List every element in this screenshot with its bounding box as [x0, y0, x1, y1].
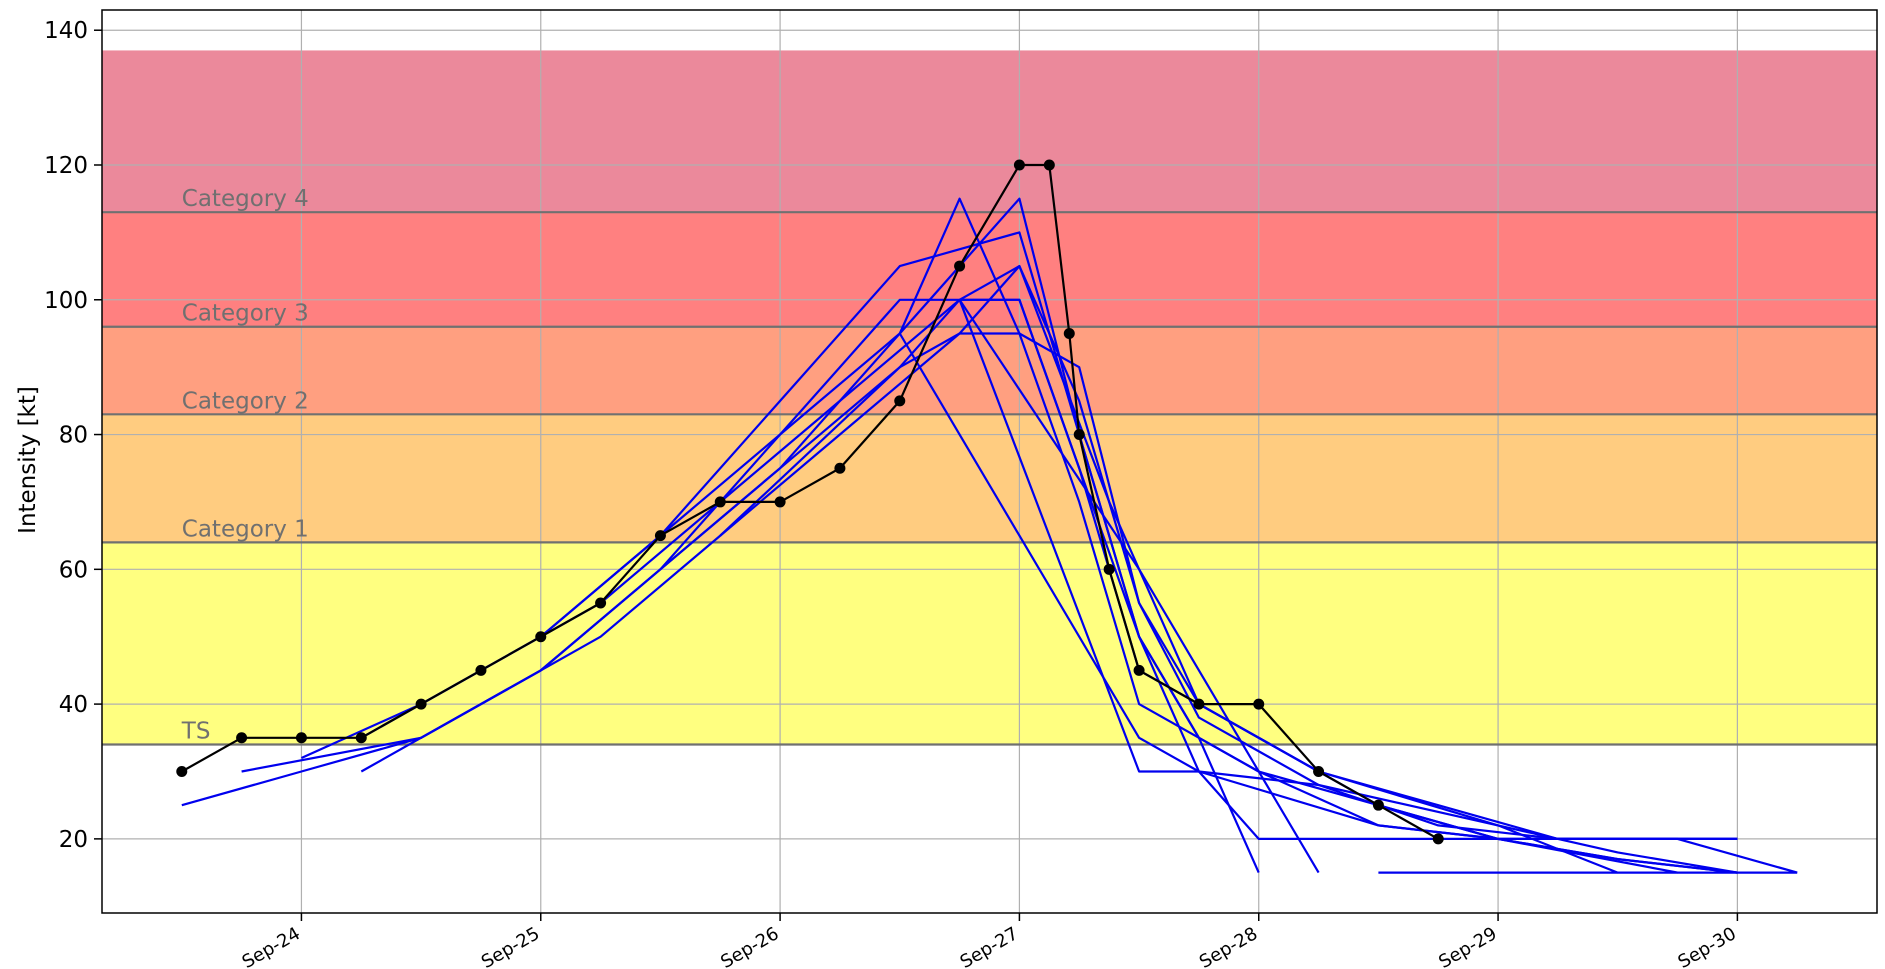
observed-point	[774, 496, 786, 508]
observed-point	[1043, 159, 1055, 171]
forecast-line	[958, 299, 1738, 874]
x-tick-label: Sep-30	[1675, 923, 1740, 969]
observed-point	[1253, 698, 1265, 710]
observed-point	[415, 698, 427, 710]
observed-point	[1103, 563, 1115, 575]
band-2	[102, 326, 1877, 415]
band-label: Category 2	[182, 388, 309, 414]
observed-point	[1063, 327, 1075, 339]
axes	[101, 9, 1878, 914]
observed-point	[954, 260, 966, 272]
grid-lines	[102, 10, 1877, 913]
threshold-lines	[102, 211, 1877, 746]
observed-point	[595, 597, 607, 609]
band-labels: TS Category 1 Category 2 Category 3 Category…	[181, 186, 309, 744]
band-label: Category 1	[182, 516, 309, 542]
y-tick-label: 100	[44, 288, 88, 314]
observed-point	[1073, 429, 1085, 441]
x-tick-label: Sep-24	[239, 923, 304, 969]
band-label: TS	[181, 719, 211, 745]
observed-point	[295, 732, 307, 744]
x-tick-label: Sep-27	[957, 923, 1022, 969]
observed-series	[176, 159, 1444, 845]
observed-point	[535, 631, 547, 643]
observed-point	[176, 765, 188, 777]
band-1	[102, 414, 1877, 543]
forecast-line	[659, 332, 1738, 841]
x-tick-label: Sep-28	[1196, 923, 1261, 969]
observed-point	[834, 462, 846, 474]
y-axis-label: Intensity [kt]	[15, 386, 41, 534]
band-0	[102, 542, 1877, 745]
y-tick-label: 120	[44, 153, 88, 179]
observed-point	[1313, 765, 1325, 777]
plot-frame	[101, 9, 1878, 914]
band-label: Category 3	[182, 301, 309, 327]
band-label: Category 4	[182, 186, 309, 212]
observed-point	[714, 496, 726, 508]
x-tick-label: Sep-25	[478, 923, 543, 969]
band-3	[102, 212, 1877, 327]
y-tick-label: 60	[59, 557, 88, 583]
forecast-line	[958, 299, 1320, 874]
y-tick-label: 40	[59, 692, 88, 718]
observed-point	[1372, 799, 1384, 811]
y-tick-label: 80	[59, 423, 88, 449]
x-tick-label: Sep-26	[717, 923, 782, 969]
observed-point	[1013, 159, 1025, 171]
observed-point	[1432, 833, 1444, 845]
observed-point	[894, 395, 906, 407]
observed-point	[475, 664, 487, 676]
observed-point	[1133, 664, 1145, 676]
y-tick-label: 140	[44, 18, 88, 44]
observed-point	[355, 732, 367, 744]
band-4	[102, 50, 1877, 213]
observed-point	[1193, 698, 1205, 710]
category-bands	[102, 50, 1877, 745]
x-tick-label: Sep-29	[1435, 923, 1500, 969]
observed-point	[654, 530, 666, 542]
y-tick-label: 20	[59, 827, 88, 853]
observed-point	[236, 732, 248, 744]
